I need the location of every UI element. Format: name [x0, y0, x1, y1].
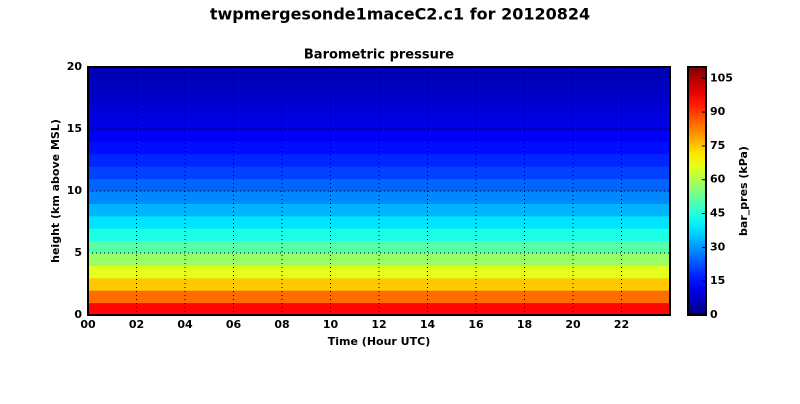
- y-tick-label: 5: [74, 246, 82, 259]
- y-tick-label: 20: [67, 60, 83, 73]
- x-tick-label: 10: [323, 318, 339, 331]
- plot-frame: [87, 66, 671, 316]
- heatmap-cell: [88, 79, 670, 93]
- colorbar: [687, 66, 707, 316]
- colorbar-tick-label: 105: [710, 71, 733, 84]
- heatmap-cell: [88, 67, 670, 80]
- colorbar-tick-label: 45: [710, 207, 725, 220]
- x-tick-label: 02: [129, 318, 144, 331]
- chart-subtitle: Barometric pressure: [304, 48, 454, 63]
- colorbar-tick-label: 30: [710, 240, 726, 253]
- heatmap-cell: [88, 91, 670, 105]
- colorbar-tick-label: 90: [710, 105, 726, 118]
- heatmap-cell: [88, 178, 670, 192]
- x-tick-label: 08: [274, 318, 289, 331]
- colorbar-tick-label: 15: [710, 274, 725, 287]
- x-tick-label: 22: [614, 318, 629, 331]
- heatmap-cell: [88, 166, 670, 180]
- x-axis-label: Time (Hour UTC): [328, 335, 430, 348]
- colorbar-tick-label: 60: [710, 173, 726, 186]
- y-tick-label: 10: [67, 184, 83, 197]
- y-tick-label: 15: [67, 122, 82, 135]
- heatmap-cell: [88, 191, 670, 204]
- x-tick-label: 00: [80, 318, 96, 331]
- colorbar-tick-label: 75: [710, 139, 725, 152]
- x-tick-label: 04: [177, 318, 193, 331]
- x-tick-label: 20: [565, 318, 581, 331]
- x-tick-label: 12: [371, 318, 386, 331]
- colorbar-label: bar_pres (kPa): [737, 146, 750, 236]
- x-tick-label: 06: [226, 318, 242, 331]
- chart-title: twpmergesonde1maceC2.c1 for 20120824: [210, 5, 590, 24]
- x-tick-label: 18: [517, 318, 532, 331]
- x-tick-label: 14: [420, 318, 436, 331]
- heatmap-cell: [88, 290, 670, 304]
- y-axis-label: height (km above MSL): [49, 119, 62, 263]
- colorbar-tick-label: 0: [710, 308, 718, 321]
- heatmap-cell: [88, 203, 670, 217]
- y-tick-label: 0: [74, 308, 82, 321]
- x-tick-label: 16: [468, 318, 484, 331]
- heatmap-cell: [88, 302, 670, 316]
- heatmap-cell: [88, 215, 670, 229]
